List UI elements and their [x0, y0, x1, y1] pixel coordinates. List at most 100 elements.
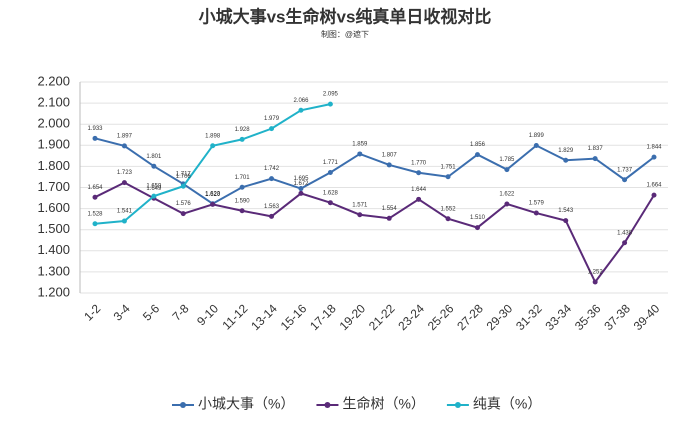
- x-tick-label: 11-12: [219, 301, 250, 332]
- x-tick-label: 13-14: [248, 301, 280, 333]
- data-label: 1.623: [205, 191, 221, 197]
- y-tick-label: 1.200: [37, 284, 70, 299]
- data-label: 1.801: [146, 154, 162, 160]
- data-label: 1.541: [117, 209, 133, 215]
- data-point: [592, 156, 598, 162]
- data-point: [327, 200, 333, 206]
- data-label: 1.563: [264, 204, 280, 210]
- data-point: [121, 180, 127, 186]
- data-point: [504, 201, 510, 207]
- data-label: 1.933: [87, 126, 103, 132]
- data-point: [92, 135, 98, 141]
- data-label: 1.579: [529, 201, 545, 207]
- data-point: [180, 183, 186, 189]
- data-point: [298, 190, 304, 196]
- data-point: [386, 215, 392, 221]
- y-tick-label: 1.700: [37, 179, 70, 194]
- data-label: 1.899: [529, 133, 545, 139]
- data-point: [269, 126, 275, 132]
- data-point: [474, 152, 480, 158]
- data-point: [269, 213, 275, 219]
- data-point: [239, 208, 245, 214]
- data-point: [504, 167, 510, 173]
- data-point: [92, 221, 98, 227]
- y-tick-label: 2.000: [37, 116, 70, 131]
- legend-marker: [454, 402, 461, 408]
- data-point: [327, 101, 333, 107]
- x-tick-label: 33-34: [542, 301, 574, 333]
- data-label: 1.807: [382, 153, 398, 159]
- data-label: 1.751: [441, 164, 457, 170]
- y-tick-label: 1.300: [37, 263, 70, 278]
- data-label: 1.571: [352, 202, 368, 208]
- data-point: [445, 216, 451, 222]
- data-label: 1.576: [176, 201, 192, 207]
- data-label: 1.620: [205, 192, 221, 198]
- x-tick-label: 19-20: [337, 301, 369, 333]
- data-point: [416, 170, 422, 176]
- data-point: [269, 176, 275, 182]
- data-point: [357, 151, 363, 157]
- data-label: 1.628: [323, 190, 339, 196]
- data-point: [533, 143, 539, 149]
- x-tick-label: 37-38: [601, 301, 633, 333]
- data-label: 1.844: [646, 145, 662, 151]
- x-tick-label: 9-10: [194, 301, 221, 328]
- y-tick-label: 1.900: [37, 137, 70, 152]
- data-point: [357, 212, 363, 218]
- legend-label: 纯真（%）: [473, 396, 541, 412]
- data-label: 1.554: [382, 206, 398, 212]
- data-label: 1.252: [588, 270, 604, 276]
- x-tick-label: 7-8: [169, 301, 191, 323]
- data-point: [121, 143, 127, 149]
- data-label: 1.856: [470, 142, 486, 148]
- data-label: 1.829: [558, 148, 574, 154]
- data-label: 1.771: [323, 160, 339, 166]
- data-label: 1.742: [264, 166, 280, 172]
- data-label: 1.723: [117, 170, 133, 176]
- data-label: 1.510: [470, 215, 486, 221]
- data-label: 1.897: [117, 134, 133, 140]
- x-tick-label: 23-24: [395, 301, 427, 333]
- data-label: 1.622: [499, 192, 515, 198]
- data-point: [592, 279, 598, 285]
- y-tick-label: 1.600: [37, 200, 70, 215]
- legend-label: 生命树（%）: [342, 396, 424, 412]
- data-label: 1.644: [411, 187, 427, 193]
- series-line: [94, 181, 655, 284]
- data-label: 1.649: [146, 186, 162, 192]
- x-tick-label: 3-4: [111, 301, 133, 323]
- chart-subtitle: 制图：@遮下: [321, 29, 369, 39]
- legend-label: 小城大事（%）: [198, 396, 294, 412]
- data-point: [210, 143, 216, 149]
- x-tick-label: 27-28: [454, 301, 486, 333]
- y-tick-label: 2.200: [37, 73, 70, 88]
- data-label: 1.837: [588, 146, 604, 152]
- data-point: [210, 201, 216, 207]
- data-point: [445, 174, 451, 180]
- data-label: 1.552: [441, 206, 457, 212]
- x-tick-label: 17-18: [307, 301, 339, 333]
- data-label: 1.928: [235, 127, 251, 133]
- legend-marker: [180, 402, 186, 408]
- data-label: 1.859: [352, 142, 368, 148]
- data-label: 1.654: [87, 185, 103, 191]
- x-tick-label: 15-16: [278, 301, 310, 333]
- data-point: [180, 211, 186, 217]
- y-tick-label: 1.800: [37, 158, 70, 173]
- data-point: [121, 218, 127, 224]
- x-tick-label: 39-40: [631, 301, 663, 333]
- data-point: [533, 210, 539, 216]
- data-label: 1.543: [558, 208, 574, 214]
- data-label: 1.717: [176, 171, 192, 177]
- x-tick-label: 35-36: [572, 301, 604, 333]
- legend-marker: [324, 402, 331, 408]
- data-label: 1.438: [617, 230, 633, 236]
- data-label: 2.066: [293, 98, 309, 104]
- data-label: 1.528: [87, 211, 103, 217]
- data-label: 1.770: [411, 160, 427, 166]
- data-label: 1.672: [293, 181, 309, 187]
- data-point: [239, 184, 245, 190]
- data-point: [563, 157, 569, 163]
- data-label: 1.706: [176, 174, 192, 180]
